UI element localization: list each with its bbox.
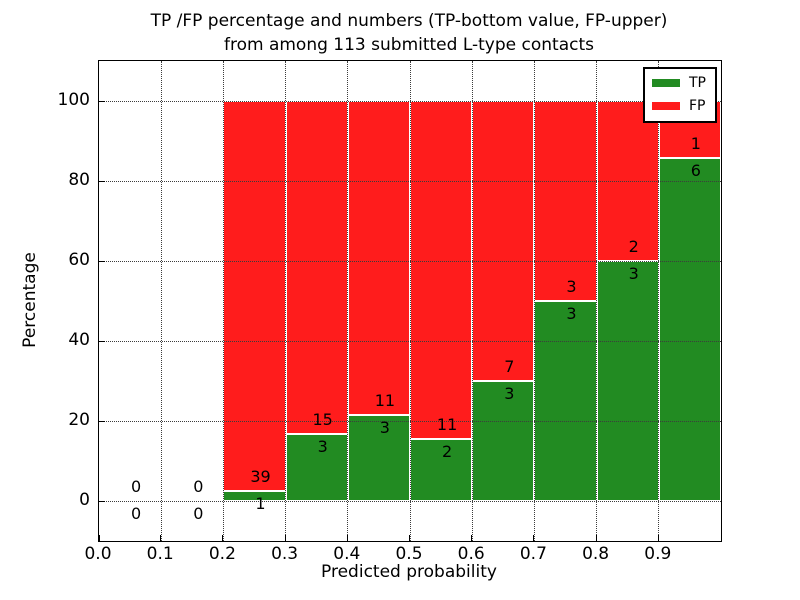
x-axis-tick [222,535,224,541]
gridline-vertical [471,61,473,541]
gridline-vertical [160,61,162,541]
x-tick-label: 0.8 [582,544,610,564]
fp-count-label: 2 [628,237,639,256]
y-axis-tick [99,260,105,262]
gridline-vertical [222,61,224,541]
gridline-vertical [347,61,349,541]
y-tick-label: 40 [68,330,90,350]
fp-count-label: 0 [193,477,204,496]
legend-item-fp: FP [652,98,706,114]
bar-tp-segment [285,434,348,501]
x-axis-tick [471,535,473,541]
tp-count-label: 3 [317,437,328,457]
tp-count-label: 6 [690,161,701,181]
y-axis-tick [99,100,105,102]
gridline-vertical [409,61,411,541]
x-tick-label: 0.6 [457,544,485,564]
y-axis-tick [99,180,105,182]
y-axis-tick [99,340,105,342]
bar-fp-segment [285,101,348,435]
bar-tp-segment [347,415,410,501]
bar-fp-segment [410,101,473,440]
x-axis-tick [595,535,597,541]
x-axis-tick [409,535,410,541]
chart-title-line2: from among 113 submitted L-type contacts [223,35,594,55]
plot-area: TP FP 0 0 0 0 39 1 15 3 11 3 11 2 7 3 3 3 2 3 1 6 [98,60,722,542]
fp-count-label: 11 [374,391,396,411]
bar-tp-segment [410,439,473,501]
bar-fp-segment [472,101,535,381]
tp-count-label: 2 [442,442,453,462]
legend-label-tp: TP [689,75,706,91]
x-axis-tick [99,535,100,541]
y-axis-tick [99,500,105,502]
bar-tp-segment [472,381,535,501]
x-tick-label: 0.2 [208,544,236,564]
fp-count-label: 1 [690,134,701,154]
tp-count-label: 3 [379,418,390,438]
tp-count-label: 1 [255,494,266,513]
y-tick-label: 20 [68,410,90,430]
tp-count-label: 3 [504,384,515,403]
bar-fp-segment [223,101,286,491]
tp-count-label: 0 [193,504,204,523]
chart-title-line1: TP /FP percentage and numbers (TP-bottom… [150,11,668,31]
tp-count-label: 0 [131,504,142,523]
fp-count-label: 7 [504,357,515,376]
gridline-horizontal [99,100,721,102]
gridline-horizontal [99,420,721,422]
x-tick-label: 0.5 [395,544,423,564]
fp-count-label: 0 [131,477,142,496]
legend-swatch-tp-icon [652,79,680,87]
bar-fp-segment [347,101,410,416]
tp-count-label: 3 [628,264,639,283]
y-tick-label: 100 [57,90,90,110]
y-tick-label: 0 [79,490,90,510]
gridline-horizontal [99,260,721,262]
fp-count-label: 11 [436,415,458,435]
gridline-horizontal [99,500,721,502]
x-tick-label: 0.3 [271,544,299,564]
gridline-vertical [658,61,660,541]
legend-item-tp: TP [652,75,706,91]
gridline-vertical [596,61,598,541]
x-tick-label: 0.7 [519,544,547,564]
bar-tp-segment [534,301,597,501]
legend-swatch-fp-icon [652,102,680,110]
x-tick-label: 0.1 [146,544,174,564]
x-tick-label: 0.9 [644,544,672,564]
x-tick-label: 0.4 [333,544,361,564]
x-tick-label: 0.0 [84,544,112,564]
y-axis-tick [99,420,105,422]
y-tick-label: 60 [68,250,90,270]
bar-tp-segment [596,261,659,501]
x-axis-tick [346,535,348,541]
fp-count-label: 3 [566,277,577,296]
fp-count-label: 39 [250,467,271,486]
legend-label-fp: FP [689,98,706,114]
x-axis-tick [160,535,162,541]
fp-count-label: 15 [312,410,333,430]
x-axis-tick [284,535,286,541]
gridline-vertical [285,61,287,541]
legend: TP FP [643,67,717,123]
y-tick-label: 80 [68,170,90,190]
gridline-horizontal [99,340,721,342]
chart-title: TP /FP percentage and numbers (TP-bottom… [98,9,720,57]
bar-fp-segment [534,101,597,301]
x-axis-tick [533,535,535,541]
gridline-horizontal [99,180,721,182]
x-axis-label: Predicted probability [321,562,497,582]
x-axis-tick [657,535,659,541]
bar-tp-segment [658,158,721,501]
gridline-vertical [533,61,535,541]
tp-count-label: 3 [566,304,577,323]
